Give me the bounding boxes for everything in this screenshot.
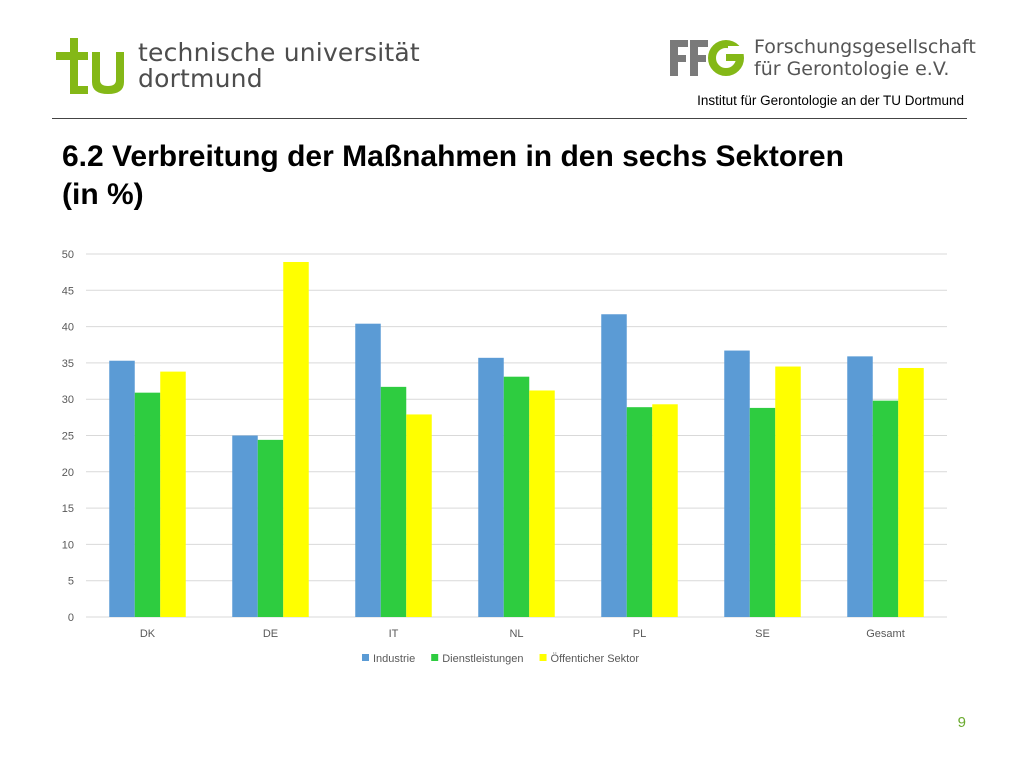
- bar-öffenticher-sektor-pl: [652, 404, 678, 617]
- page-number: 9: [957, 714, 966, 731]
- y-tick-label: 0: [68, 612, 74, 624]
- legend-swatch: [431, 654, 439, 661]
- bar-dienstleistungen-nl: [503, 376, 530, 617]
- ffg-logo-f2: [690, 40, 708, 76]
- slide-title-line2: (in %): [62, 178, 144, 211]
- ffg-logo-f1: [670, 40, 688, 76]
- bar-öffenticher-sektor-it: [406, 414, 432, 617]
- ffg-name-line1: Forschungsgesellschaft: [754, 36, 976, 58]
- bar-öffenticher-sektor-gesamt: [898, 367, 924, 617]
- tu-name-line2: dortmund: [138, 64, 263, 93]
- x-tick-label: SE: [755, 628, 770, 640]
- x-tick-label: PL: [633, 628, 646, 640]
- bar-dienstleistungen-dk: [134, 392, 161, 617]
- tu-name-line1: technische universität: [138, 38, 420, 67]
- legend-swatch: [362, 654, 369, 661]
- tu-logo-u: [92, 52, 124, 94]
- bar-öffenticher-sektor-nl: [529, 390, 555, 617]
- y-tick-label: 40: [62, 322, 74, 334]
- slide-title-line1: 6.2 Verbreitung der Maßnahmen in den sec…: [62, 140, 844, 173]
- bar-dienstleistungen-pl: [626, 407, 653, 617]
- y-tick-label: 45: [62, 285, 74, 297]
- bar-dienstleistungen-it: [380, 386, 407, 617]
- tu-name: technische universität dortmund: [138, 40, 420, 92]
- tu-logo-t: [56, 38, 88, 94]
- bar-industrie-de: [232, 435, 258, 617]
- bar-industrie-it: [355, 323, 381, 617]
- bar-industrie-gesamt: [847, 356, 873, 617]
- header-divider: [52, 118, 967, 119]
- bar-dienstleistungen-de: [257, 439, 284, 617]
- x-tick-label: Gesamt: [866, 628, 905, 640]
- y-tick-label: 35: [62, 358, 74, 370]
- x-tick-label: DE: [263, 628, 278, 640]
- legend-label: Industrie: [373, 653, 415, 665]
- bar-industrie-nl: [478, 357, 504, 617]
- x-tick-label: DK: [140, 628, 156, 640]
- bar-dienstleistungen-se: [749, 407, 776, 617]
- bar-öffenticher-sektor-se: [775, 366, 801, 617]
- bar-industrie-dk: [109, 360, 135, 617]
- bar-industrie-pl: [601, 314, 627, 617]
- legend-swatch: [539, 654, 547, 661]
- ffg-logo: [670, 40, 744, 76]
- x-tick-label: NL: [509, 628, 523, 640]
- y-tick-label: 50: [62, 249, 74, 261]
- institute-name: Institut für Gerontologie an der TU Dort…: [697, 93, 964, 108]
- y-tick-label: 5: [68, 576, 74, 588]
- x-tick-label: IT: [389, 628, 399, 640]
- y-tick-label: 10: [62, 539, 74, 551]
- bar-dienstleistungen-gesamt: [872, 400, 899, 617]
- legend-label: Öffenticher Sektor: [551, 653, 640, 665]
- y-tick-label: 25: [62, 431, 74, 443]
- bar-öffenticher-sektor-de: [283, 261, 309, 617]
- tu-logo: [56, 38, 124, 94]
- bar-industrie-se: [724, 350, 750, 617]
- y-tick-label: 20: [62, 467, 74, 479]
- y-tick-label: 30: [62, 394, 74, 406]
- ffg-name-line2: für Gerontologie e.V.: [754, 58, 950, 80]
- y-tick-label: 15: [62, 503, 74, 515]
- bar-öffenticher-sektor-dk: [160, 371, 186, 617]
- legend-label: Dienstleistungen: [442, 653, 523, 665]
- slide-title: 6.2 Verbreitung der Maßnahmen in den sec…: [62, 138, 922, 214]
- ffg-name: Forschungsgesellschaft für Gerontologie …: [754, 36, 976, 80]
